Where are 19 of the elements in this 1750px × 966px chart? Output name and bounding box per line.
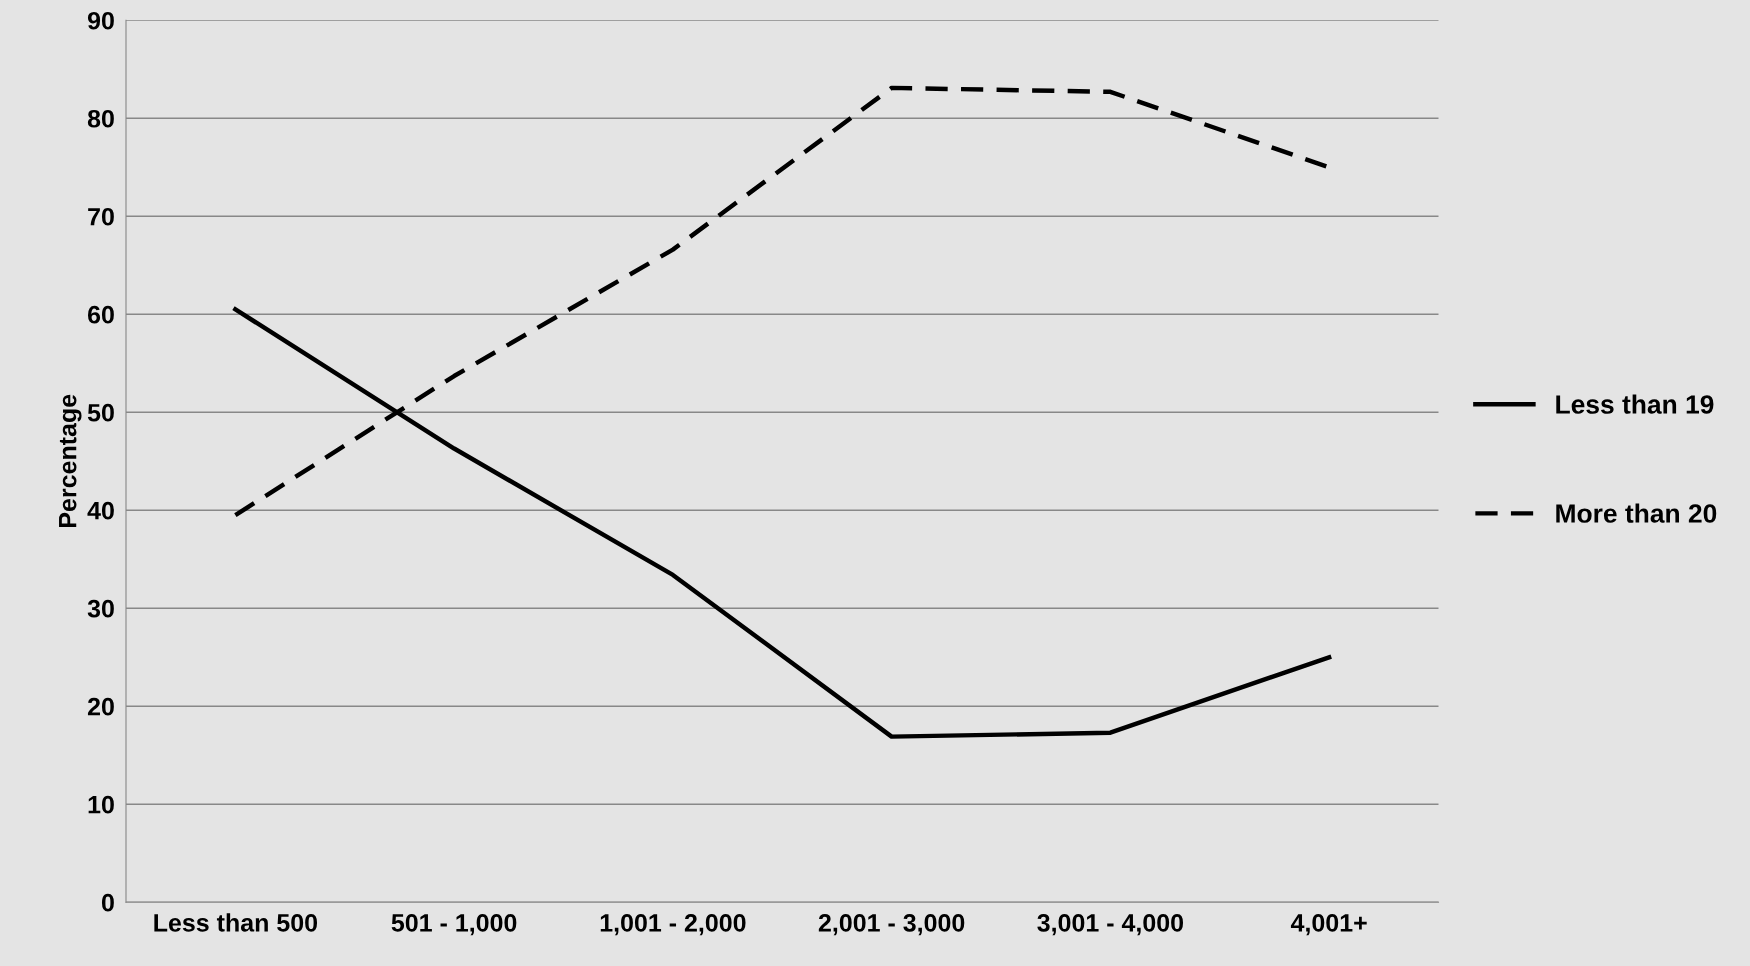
y-tick-label: 0 [101, 893, 114, 912]
y-tick-label: 10 [88, 795, 114, 814]
y-tick-label: 90 [87, 11, 114, 30]
legend-label: More than 20 [1556, 503, 1717, 523]
y-tick-label: 60 [88, 305, 114, 324]
x-tick-label: 1,001 - 2,000 [600, 914, 746, 936]
y-tick-label: 30 [87, 599, 114, 618]
legend-label: Less than 19 [1556, 394, 1714, 414]
y-tick-label: 20 [87, 697, 114, 716]
y-tick-label: 50 [87, 403, 114, 422]
x-tick-label: 3,001 - 4,000 [1037, 914, 1184, 936]
y-tick-label: 40 [87, 501, 114, 520]
x-tick-label: 2,001 - 3,000 [818, 914, 965, 936]
y-tick-label: 80 [87, 109, 114, 128]
x-tick-label: Less than 500 [154, 913, 318, 932]
y-tick-label: 70 [88, 207, 114, 226]
x-tick-label: 4,001+ [1290, 914, 1367, 936]
x-tick-label: 501 - 1,000 [391, 914, 517, 936]
y-axis-title: Percentage [59, 394, 82, 527]
